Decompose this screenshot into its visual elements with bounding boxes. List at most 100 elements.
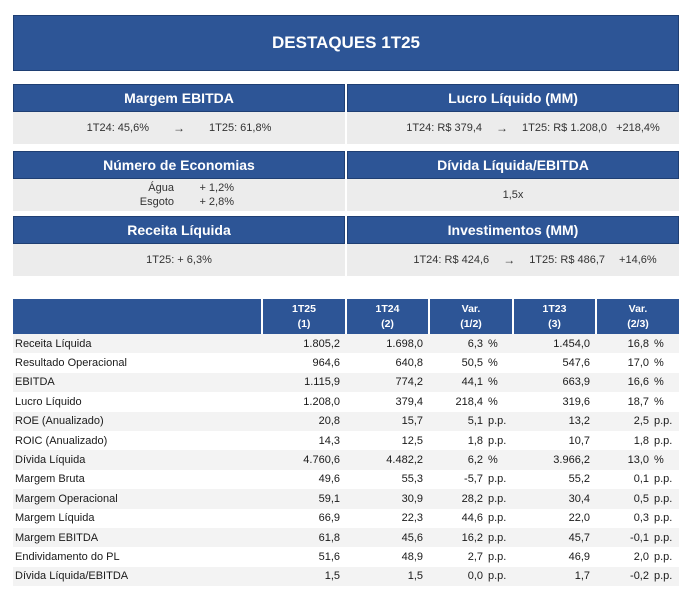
indicators-table: 1T25 (1) 1T24 (2) Var. (1/2) 1T23 (3) Var. (2… — [13, 299, 679, 587]
row-label: Lucro Líquido — [15, 395, 82, 408]
value-1t24: 48,9 — [401, 550, 423, 563]
economias-body: Água + 1,2% Esgoto + 2,8% — [13, 179, 345, 211]
value-1t25: 66,9 — [318, 512, 340, 525]
value-1t23: 547,6 — [562, 357, 590, 370]
var-1-2: 218,4% — [429, 392, 513, 411]
value-1t25: 49,6 — [318, 473, 340, 486]
var-2-3-value: 0,3 — [633, 512, 649, 525]
var-1-2: 28,2 p.p. — [429, 489, 513, 509]
var-2-3-unit: p.p. — [654, 550, 673, 563]
arrow-right-icon: → — [173, 121, 185, 135]
receita-liquida-body: 1T25: + 6,3% — [13, 244, 345, 276]
var-1-2-value: -5,7 — [464, 473, 483, 486]
var-2-3: -0,2 p.p. — [596, 566, 679, 587]
value-1t23: 1.454,0 — [513, 334, 596, 354]
var-1-2-unit: p.p. — [488, 570, 507, 583]
value-1t24: 45,6 — [346, 527, 429, 548]
var-2-3-unit: p.p. — [654, 531, 673, 544]
investimentos-curr: 1T25: R$ 486,7 — [529, 254, 606, 266]
var-1-2-unit: % — [488, 376, 498, 389]
var-1-2-unit: % — [488, 454, 498, 467]
var-2-3: 13,0% — [596, 450, 679, 470]
var-2-3-unit: p.p. — [654, 434, 673, 447]
var-1-2-unit: p.p. — [488, 550, 507, 563]
economias-title: Número de Economias — [13, 151, 345, 179]
var-1-2-unit: p.p. — [488, 473, 507, 486]
var-1-2: 16,2 p.p. — [429, 527, 513, 548]
margem-ebitda-card: Margem EBITDA 1T24: 45,6% → 1T25: 61,8% — [13, 84, 345, 144]
var-2-3-unit: % — [654, 376, 664, 389]
value-1t25: 1.115,9 — [262, 372, 346, 393]
var-2-3: 2,0 p.p. — [596, 547, 679, 566]
value-1t25: 20,8 — [262, 411, 346, 431]
var-2-3: 17,0% — [596, 353, 679, 372]
var-2-3-value: -0,2 — [630, 570, 649, 583]
table-row: Margem Líquida 66,9 22,3 44,6 p.p. 22,0 0,3 p.p… — [13, 509, 679, 528]
value-1t23: 55,2 — [568, 473, 590, 486]
row-label: Margem Líquida — [15, 512, 95, 525]
var-1-2-unit: p.p. — [488, 512, 507, 525]
var-1-2-unit: p.p. — [488, 531, 507, 544]
row-label: EBITDA — [13, 372, 262, 393]
investimentos-body: 1T24: R$ 424,6 → 1T25: R$ 486,7 +14,6% — [347, 244, 679, 276]
header-var-1-2: Var. (1/2) — [428, 299, 513, 334]
value-1t24: 15,7 — [346, 411, 429, 431]
var-2-3: -0,1 p.p. — [596, 527, 679, 548]
var-2-3-value: 16,6 — [627, 376, 649, 389]
var-2-3-unit: p.p. — [654, 512, 673, 525]
value-1t25: 1,5 — [262, 566, 346, 587]
var-1-2-value: 6,3 — [467, 337, 483, 350]
var-2-3: 2,5 p.p. — [596, 411, 679, 431]
var-2-3-value: 17,0 — [627, 357, 649, 370]
table-row: Resultado Operacional 964,6 640,8 50,5% 547,… — [13, 353, 679, 372]
value-1t25: 1.208,0 — [303, 395, 340, 408]
row-label: Margem Operacional — [13, 489, 262, 509]
var-2-3-unit: p.p. — [654, 473, 673, 486]
row-label: Endividamento do PL — [15, 550, 120, 563]
investimentos-var: +14,6% — [619, 254, 657, 266]
economias-row-agua: Água + 1,2% — [124, 181, 234, 195]
lucro-liquido-title: Lucro Líquido (MM) — [347, 84, 679, 112]
var-2-3: 16,6% — [596, 372, 679, 393]
var-2-3-value: 2,5 — [633, 415, 649, 428]
var-2-3-value: 18,7 — [627, 395, 649, 408]
value-1t25: 61,8 — [262, 527, 346, 548]
var-2-3: 0,1 p.p. — [596, 470, 679, 489]
var-2-3-unit: % — [654, 357, 664, 370]
value-1t24: 1.698,0 — [346, 334, 429, 354]
value-1t24: 22,3 — [401, 512, 423, 525]
table-row: Margem Operacional 59,1 30,9 28,2 p.p. 30,4 0,… — [13, 489, 679, 509]
value-1t23: 13,2 — [513, 411, 596, 431]
economias-value: + 2,8% — [199, 196, 234, 208]
var-1-2-unit: % — [488, 395, 498, 408]
row-label: Margem EBITDA — [13, 527, 262, 548]
arrow-right-icon: → — [503, 253, 516, 267]
table-row: Margem EBITDA 61,8 45,6 16,2 p.p. 45,7 -0,1 p.p… — [13, 527, 679, 548]
var-1-2-value: 218,4 — [455, 395, 483, 408]
var-1-2: 50,5% — [429, 353, 513, 372]
value-1t24: 55,3 — [401, 473, 423, 486]
lucro-liquido-var: +218,4% — [616, 122, 660, 134]
var-1-2-value: 2,7 — [467, 550, 483, 563]
value-1t24: 774,2 — [346, 372, 429, 393]
investimentos-card: Investimentos (MM) 1T24: R$ 424,6 → 1T25… — [347, 216, 679, 276]
value-1t23: 1,7 — [513, 566, 596, 587]
value-1t25: 51,6 — [318, 550, 340, 563]
table-row: ROIC (Anualizado) 14,3 12,5 1,8 p.p. 10,7 1,8 p… — [13, 431, 679, 450]
receita-liquida-card: Receita Líquida 1T25: + 6,3% — [13, 216, 345, 276]
table-row: Margem Bruta 49,6 55,3 -5,7 p.p. 55,2 0,1 p.p. — [13, 470, 679, 489]
var-1-2-unit: p.p. — [488, 492, 507, 505]
value-1t23: 46,9 — [568, 550, 590, 563]
value-1t25: 59,1 — [262, 489, 346, 509]
var-1-2: 6,2% — [429, 450, 513, 470]
value-1t24: 379,4 — [395, 395, 423, 408]
var-2-3: 0,3 p.p. — [596, 509, 679, 528]
var-2-3-value: -0,1 — [630, 531, 649, 544]
var-2-3-unit: p.p. — [654, 415, 673, 428]
header-1t25: 1T25 (1) — [261, 299, 346, 334]
table-row: Endividamento do PL 51,6 48,9 2,7 p.p. 46,9 2,… — [13, 547, 679, 566]
var-1-2-value: 6,2 — [467, 454, 483, 467]
value-1t25: 1.805,2 — [262, 334, 346, 354]
investimentos-title: Investimentos (MM) — [347, 216, 679, 244]
var-1-2: 2,7 p.p. — [429, 547, 513, 566]
